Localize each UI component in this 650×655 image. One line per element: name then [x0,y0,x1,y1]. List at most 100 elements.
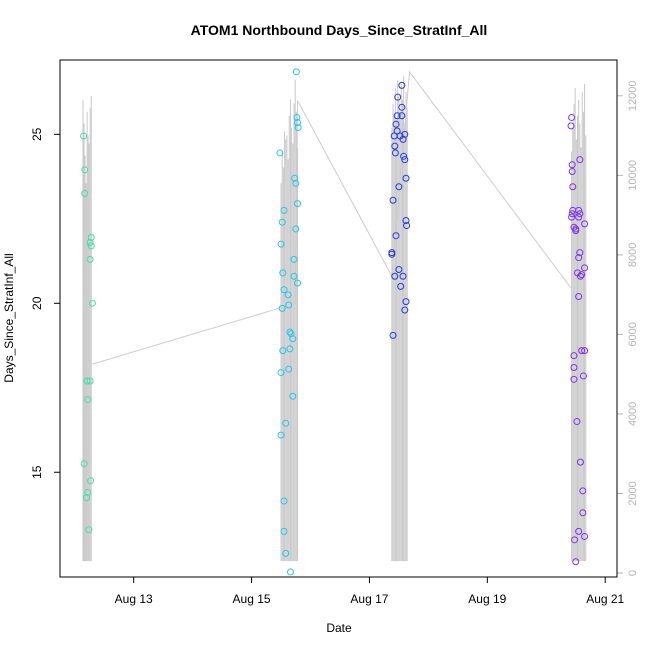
data-point-s2-26 [403,222,411,230]
data-point-s3-24 [575,293,583,301]
data-point-s1-0 [276,149,284,157]
y2-tick-label-5: 10000 [627,160,639,191]
data-point-s0-9 [86,238,94,246]
data-point-s0-0 [80,132,88,140]
data-point-s1-15 [285,301,293,309]
data-point-s3-4 [569,183,577,191]
data-point-s2-17 [398,103,406,111]
y2-tick-label-0: 0 [627,570,639,576]
data-points-layer [80,68,589,576]
data-point-s3-14 [573,418,581,426]
data-point-s1-3 [280,206,288,214]
data-point-s1-5 [280,286,288,294]
data-point-s3-20 [576,156,584,164]
trend-line [92,70,572,365]
axes-layer: Aug 13 Aug 15 Aug 17 Aug 19 Aug 21 15 20 25 0 200… [30,80,639,606]
x-tick-label-2: Aug 17 [350,592,388,606]
data-point-s2-29 [402,298,410,306]
data-point-s1-12 [280,527,288,535]
data-point-s1-31 [294,124,302,132]
data-point-s3-18 [575,213,583,221]
data-point-s2-28 [401,306,409,314]
data-point-s1-8 [277,369,285,377]
data-point-s3-10 [572,225,580,233]
data-point-s3-35 [581,347,589,355]
data-point-s2-18 [398,81,406,89]
data-point-s1-23 [290,272,298,280]
x-tick-label-4: Aug 21 [586,592,624,606]
data-point-s1-11 [280,497,288,505]
data-point-s3-28 [579,372,587,380]
data-point-s1-10 [282,419,290,427]
y2-tick-label-1: 2000 [627,481,639,505]
x-tick-label-1: Aug 15 [233,592,271,606]
data-point-s3-11 [570,352,578,360]
data-point-s2-11 [395,183,403,191]
data-point-s0-3 [80,460,88,468]
data-point-s3-8 [570,223,578,231]
data-point-s3-25 [576,272,584,280]
data-point-s3-22 [576,249,584,257]
data-point-s2-4 [391,142,399,150]
data-point-s2-27 [399,272,407,280]
data-point-s2-24 [402,174,410,182]
data-point-s0-13 [88,299,96,307]
data-point-s2-1 [388,250,396,258]
data-point-s2-6 [392,120,400,128]
data-point-s1-24 [290,255,298,263]
data-point-s0-1 [81,166,89,174]
data-point-s3-29 [576,458,584,466]
data-point-s1-28 [292,179,300,187]
y2-tick-label-3: 6000 [627,322,639,346]
data-point-s1-1 [277,240,285,248]
data-point-s0-10 [87,233,95,241]
data-point-s1-25 [292,225,300,233]
y2-tick-label-4: 8000 [627,243,639,267]
data-point-s0-11 [87,242,95,250]
x-tick-label-0: Aug 13 [115,592,153,606]
data-point-s1-27 [291,174,299,182]
data-point-s3-6 [568,213,576,221]
y-tick-label-1: 20 [30,296,44,310]
data-point-s3-30 [579,487,587,495]
trend-line-layer [92,70,572,365]
data-point-s1-22 [286,568,294,576]
data-point-s1-21 [289,392,297,400]
data-point-s2-14 [389,331,397,339]
data-point-s1-2 [278,218,286,226]
data-point-s3-36 [576,210,584,218]
data-point-s3-16 [572,558,580,566]
data-point-s3-26 [578,271,586,279]
data-point-s0-2 [81,189,89,197]
data-point-s0-4 [83,377,91,385]
y-tick-label-2: 25 [30,127,44,141]
chart-title: ATOM1 Northbound Days_Since_StratInf_All [191,22,488,38]
data-point-s2-9 [394,93,402,101]
data-point-s2-15 [397,282,405,290]
data-point-s3-12 [570,363,578,371]
data-point-s3-15 [571,536,579,544]
data-point-s1-18 [289,335,297,343]
data-point-s1-20 [285,365,293,373]
data-point-s1-7 [279,347,287,355]
data-point-s2-22 [401,130,409,138]
data-point-s1-26 [294,200,302,208]
data-point-s3-33 [581,220,589,228]
secondary-bars-layer [82,75,587,562]
data-point-s3-0 [567,122,575,130]
data-point-s3-1 [568,113,576,121]
data-point-s1-9 [277,431,285,439]
data-point-s0-8 [85,526,93,534]
data-point-s1-29 [293,113,301,121]
x-tick-label-3: Aug 19 [468,592,506,606]
data-point-s1-30 [294,119,302,127]
data-point-s2-8 [393,112,401,120]
data-point-s1-4 [279,269,287,277]
data-point-s3-17 [575,527,583,535]
data-point-s3-21 [575,254,583,262]
data-point-s2-2 [389,196,397,204]
data-point-s0-12 [86,255,94,263]
data-point-s3-32 [581,532,589,540]
